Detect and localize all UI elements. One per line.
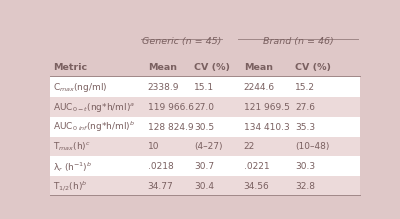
Bar	[50, 176, 360, 196]
Text: (10–48): (10–48)	[295, 142, 329, 151]
Text: 10: 10	[148, 142, 159, 151]
Text: C$_{max}$(ng/ml): C$_{max}$(ng/ml)	[53, 81, 108, 94]
Text: (4–27): (4–27)	[194, 142, 223, 151]
Text: 34.56: 34.56	[244, 182, 270, 191]
Text: 121 969.5: 121 969.5	[244, 103, 290, 112]
Text: 2244.6: 2244.6	[244, 83, 275, 92]
Text: 22: 22	[244, 142, 255, 151]
Bar	[50, 97, 360, 117]
Text: 30.7: 30.7	[194, 162, 214, 171]
Bar	[50, 137, 360, 156]
Text: .0221: .0221	[244, 162, 269, 171]
Text: Brand (n = 46): Brand (n = 46)	[263, 37, 333, 46]
Text: 134 410.3: 134 410.3	[244, 122, 290, 132]
Text: 34.77: 34.77	[148, 182, 174, 191]
Text: Mean: Mean	[244, 63, 273, 72]
Text: 27.0: 27.0	[194, 103, 214, 112]
Text: 30.4: 30.4	[194, 182, 214, 191]
Text: 35.3: 35.3	[295, 122, 315, 132]
Text: AUC$_{0\ inf}$(ng*h/ml)$^b$: AUC$_{0\ inf}$(ng*h/ml)$^b$	[53, 120, 135, 134]
Text: AUC$_{0-t}$(ng*h/ml)$^a$: AUC$_{0-t}$(ng*h/ml)$^a$	[53, 101, 135, 114]
Bar	[50, 77, 360, 97]
Text: 30.3: 30.3	[295, 162, 315, 171]
Text: 27.6: 27.6	[295, 103, 315, 112]
Text: CV (%): CV (%)	[194, 63, 230, 72]
Text: λ$_r$ (h$^{-1}$)$^b$: λ$_r$ (h$^{-1}$)$^b$	[53, 160, 92, 174]
Text: .0218: .0218	[148, 162, 174, 171]
Text: 15.1: 15.1	[194, 83, 214, 92]
Text: 2338.9: 2338.9	[148, 83, 179, 92]
Text: 128 824.9: 128 824.9	[148, 122, 193, 132]
Text: 32.8: 32.8	[295, 182, 315, 191]
Bar	[50, 117, 360, 137]
Text: Generic (n = 45): Generic (n = 45)	[142, 37, 222, 46]
Text: 15.2: 15.2	[295, 83, 315, 92]
Text: T$_{1/2}$(h)$^b$: T$_{1/2}$(h)$^b$	[53, 180, 88, 194]
Bar	[50, 156, 360, 176]
Text: Mean: Mean	[148, 63, 177, 72]
Text: 119 966.6: 119 966.6	[148, 103, 194, 112]
Text: 30.5: 30.5	[194, 122, 214, 132]
Text: T$_{max}$(h)$^c$: T$_{max}$(h)$^c$	[53, 141, 91, 153]
Text: Metric: Metric	[53, 63, 87, 72]
Bar	[50, 56, 360, 77]
Text: CV (%): CV (%)	[295, 63, 331, 72]
